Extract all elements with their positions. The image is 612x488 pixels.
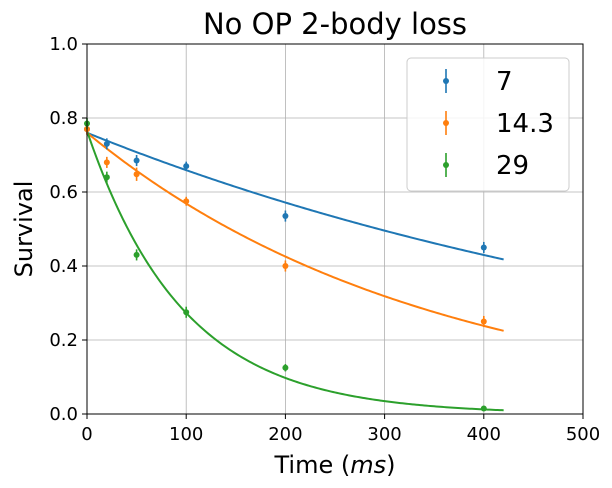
x-tick-label: 100 <box>169 424 203 445</box>
plot-area-frame <box>86 43 584 415</box>
data-point <box>282 213 289 220</box>
x-tick-label: 500 <box>566 424 600 445</box>
legend-marker <box>443 78 449 84</box>
data-point <box>480 318 487 325</box>
y-tick-label: 0.6 <box>49 182 78 203</box>
x-tick-labels: 0 100 200 300 400 500 <box>81 424 600 445</box>
legend-box <box>406 57 570 192</box>
legend-label: 14.3 <box>496 109 554 139</box>
data-point <box>133 157 140 164</box>
x-tick-label: 0 <box>81 424 92 445</box>
data-point <box>282 263 289 269</box>
fit-curves <box>86 130 504 412</box>
y-tick-label: 0.8 <box>49 108 78 129</box>
data-point <box>480 244 487 251</box>
y-tick-label: 0.4 <box>49 256 78 277</box>
legend-marker <box>443 162 449 168</box>
data-point <box>103 140 110 147</box>
fit-line <box>86 132 504 332</box>
data-point <box>103 159 110 166</box>
x-tick-label: 200 <box>268 424 302 445</box>
data-point <box>183 198 190 205</box>
legend-label: 7 <box>496 67 513 97</box>
data-point <box>133 251 140 258</box>
legend: 7 14.3 29 <box>406 57 570 192</box>
fit-line <box>86 130 504 412</box>
axis-ticks <box>82 43 584 419</box>
y-tick-label: 0.0 <box>49 404 78 425</box>
y-tick-label: 0.2 <box>49 330 78 351</box>
x-tick-label: 300 <box>367 424 401 445</box>
data-point <box>183 163 190 170</box>
y-axis-title: Survival <box>10 181 38 278</box>
chart-title: No OP 2-body loss <box>203 7 467 41</box>
data-point <box>133 171 140 178</box>
y-tick-label: 1.0 <box>49 34 78 55</box>
legend-marker <box>443 120 449 126</box>
x-tick-label: 400 <box>467 424 501 445</box>
data-point <box>480 405 487 412</box>
fit-line <box>86 131 504 261</box>
data-point <box>183 309 190 316</box>
x-axis-title: Time (ms) <box>274 451 396 479</box>
data-point <box>282 364 289 371</box>
y-tick-labels: 0.0 0.2 0.4 0.6 0.8 1.0 <box>49 34 78 425</box>
data-point <box>103 174 110 181</box>
legend-label: 29 <box>496 151 529 181</box>
